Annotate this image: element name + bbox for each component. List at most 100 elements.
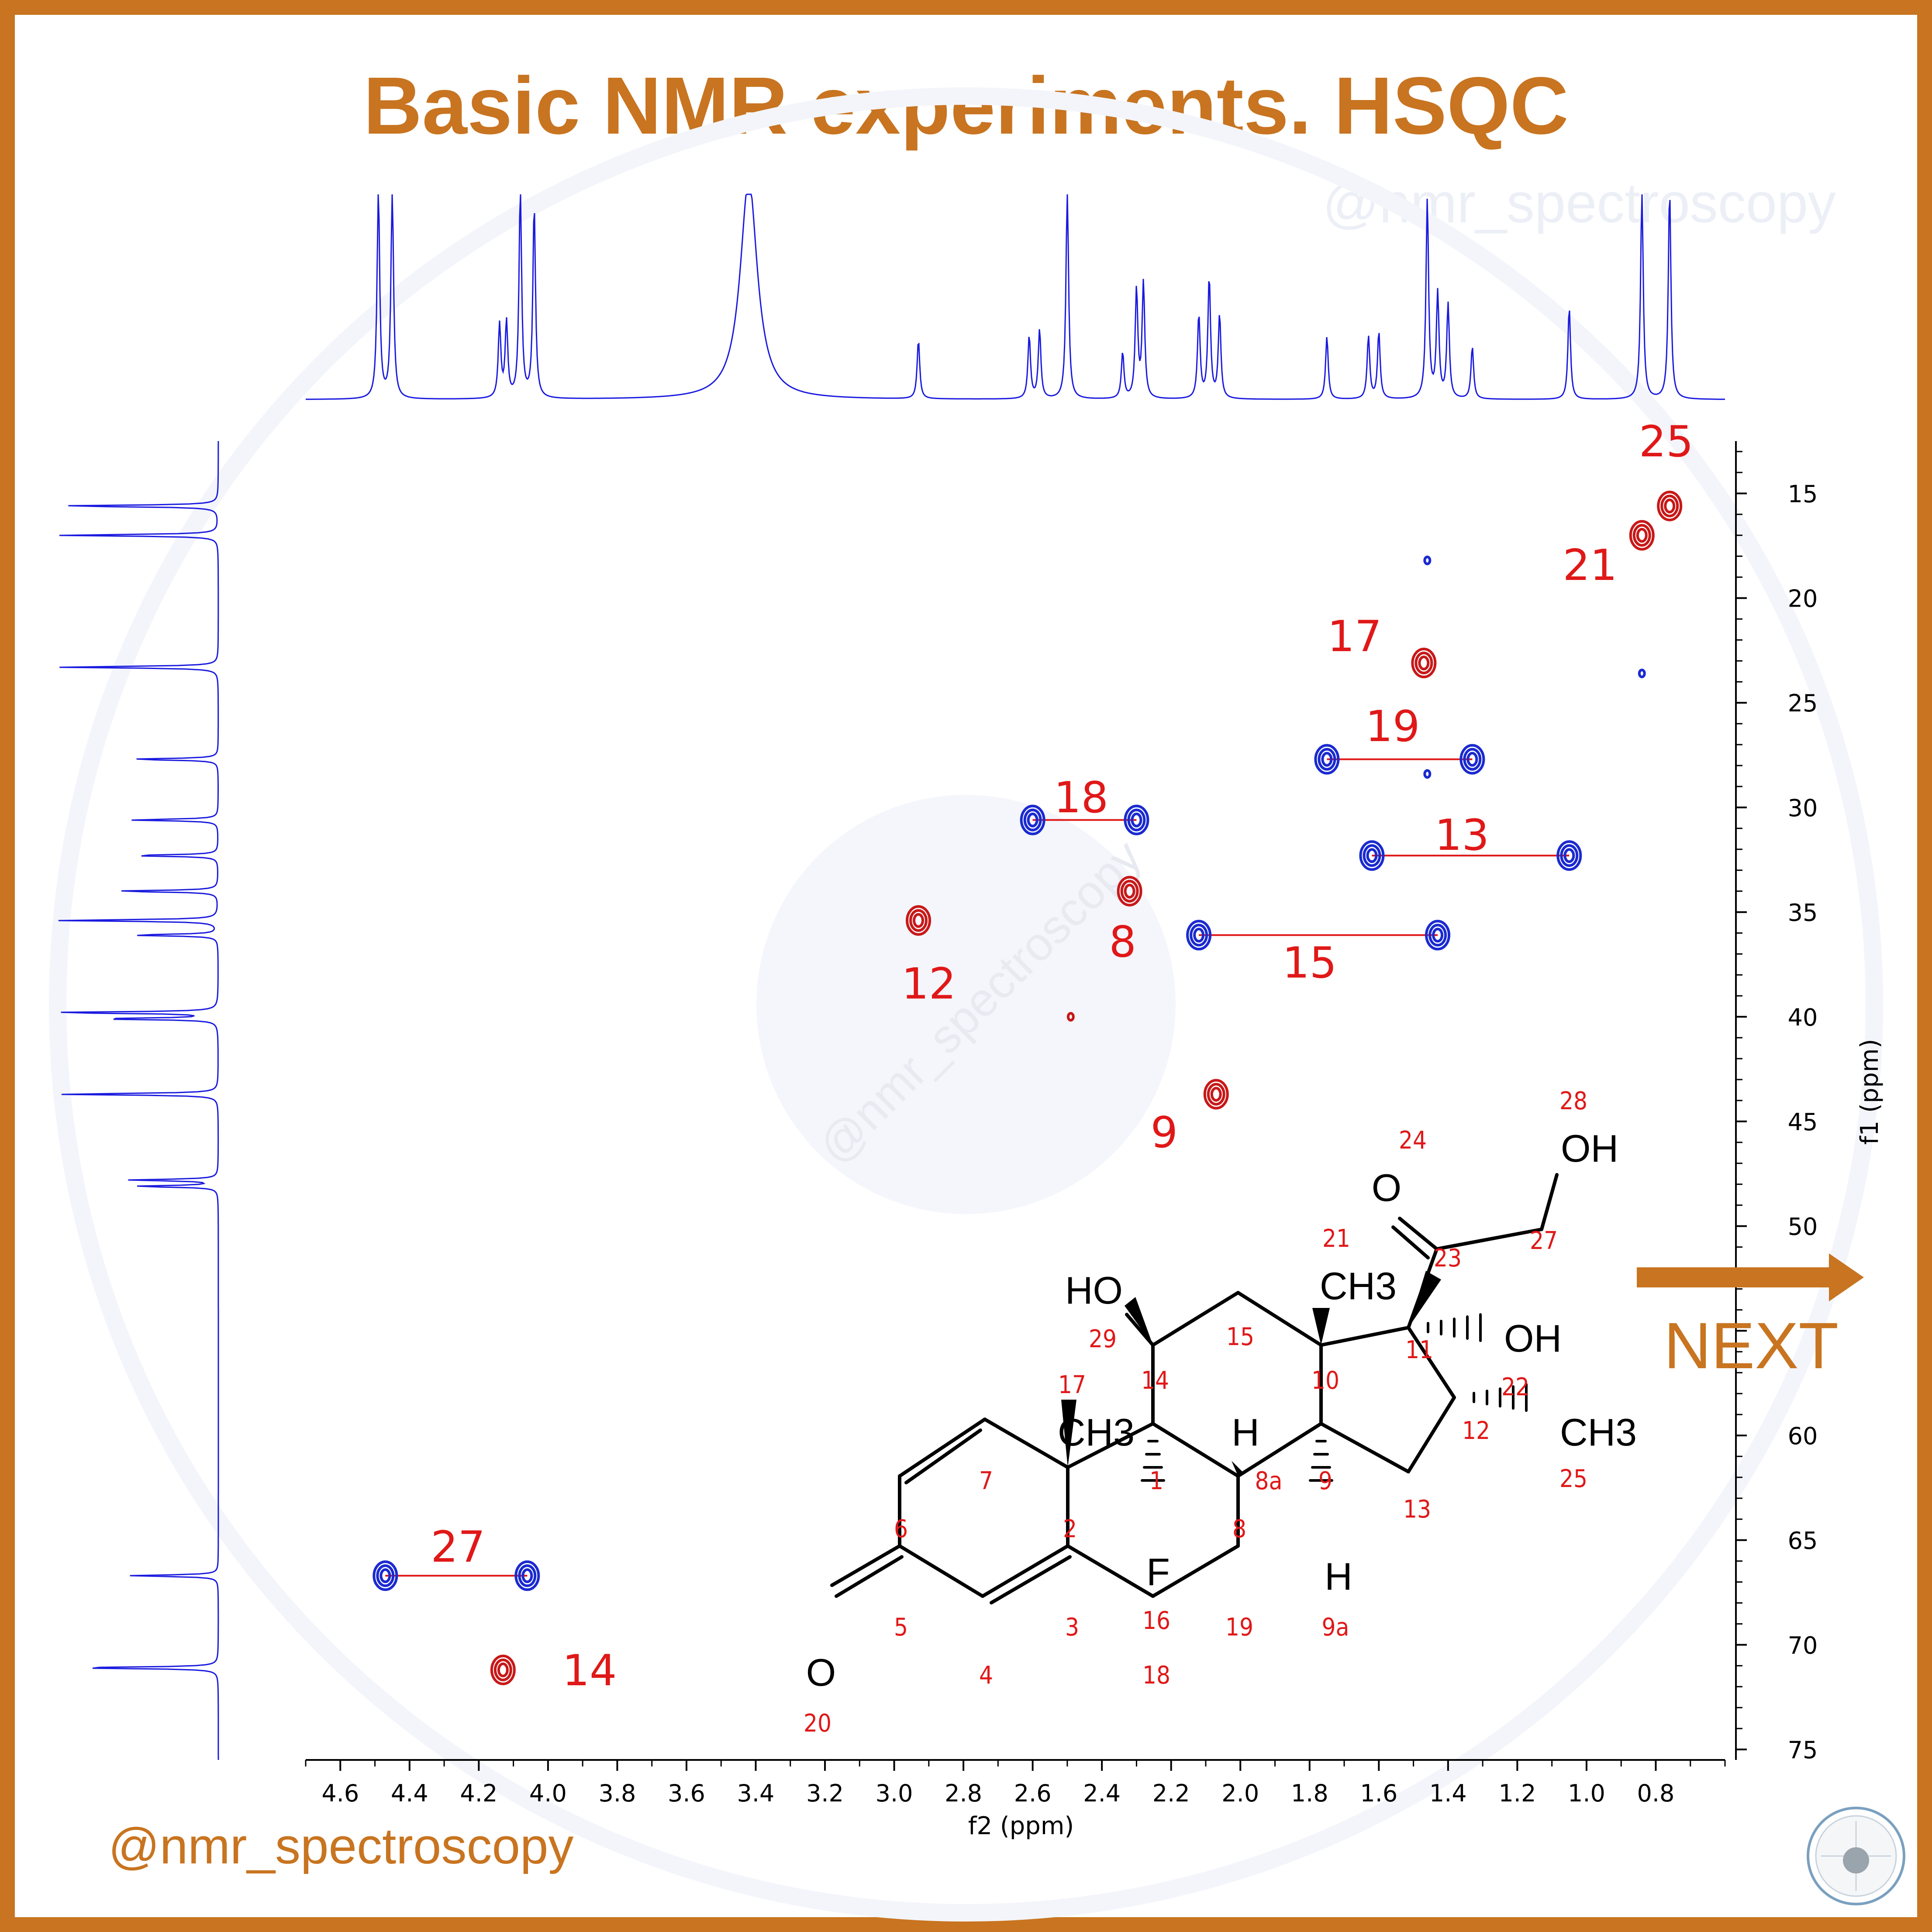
cross-peak-contour: [1314, 744, 1340, 775]
next-button-label[interactable]: NEXT: [1664, 1309, 1839, 1382]
y-ticks: 15 20 25 30 35 40 45 50 60 65 70 75: [1736, 451, 1818, 1764]
atom-label: HO: [1065, 1269, 1123, 1312]
y-tick-label: 60: [1788, 1422, 1818, 1450]
watermark-disc: [756, 795, 1176, 1214]
y-tick-label: 65: [1788, 1527, 1818, 1555]
hashed-bond-h9: [1309, 1440, 1333, 1482]
atom-number: 20: [804, 1709, 831, 1738]
cross-peak-contour: [1632, 524, 1651, 547]
cross-peak-contour: [1657, 490, 1683, 521]
cross-peak-contour: [1660, 494, 1679, 518]
wedge-bond: [1312, 1308, 1330, 1345]
cross-peak-contour: [1463, 748, 1482, 771]
cross-peak-contour: [1318, 748, 1336, 771]
cross-peak-contour: [514, 1560, 540, 1591]
y-tick-label: 70: [1788, 1632, 1818, 1659]
bond: [1435, 1228, 1543, 1251]
cross-peak-contour: [1190, 924, 1208, 947]
hashed-bond-ch3-12: [1473, 1383, 1528, 1412]
cross-peak-contour: [1207, 1083, 1225, 1106]
x-tick-label: 2.4: [1083, 1780, 1121, 1807]
bond: [898, 1418, 987, 1478]
cross-peak-contour: [1459, 744, 1485, 775]
cross-peak-contour: [1321, 752, 1333, 767]
x-tick-label: 2.6: [1014, 1780, 1052, 1807]
arrow-right-icon[interactable]: [1637, 1253, 1864, 1301]
bond: [1407, 1396, 1456, 1473]
bond: [983, 1418, 1070, 1469]
y-tick-label: 30: [1788, 794, 1818, 822]
bond: [1319, 1422, 1410, 1473]
cross-peak-contour: [1466, 752, 1478, 767]
x-tick-label: 2.0: [1221, 1780, 1259, 1807]
cross-peak-label: 13: [1435, 811, 1489, 860]
atom-number: 25: [1559, 1465, 1587, 1493]
x-tick-label: 1.6: [1360, 1780, 1397, 1807]
molecule-structure: [830, 1173, 1559, 1604]
nmr-logo-icon: [1807, 1807, 1905, 1905]
cross-peak-contour: [518, 1564, 537, 1587]
atom-number: 7: [979, 1467, 993, 1495]
bond: [1151, 1291, 1240, 1347]
cross-peak-contour: [1425, 920, 1451, 951]
cross-peak-contour: [1638, 669, 1646, 679]
y-tick-label: 50: [1788, 1213, 1818, 1241]
atom-label: F: [1146, 1550, 1170, 1594]
cross-peak-contour: [1186, 920, 1212, 951]
cross-peak-contour: [1414, 652, 1433, 675]
cross-peak-contour: [1411, 648, 1437, 679]
bond: [981, 1544, 1070, 1598]
x-tick-label: 4.6: [321, 1780, 359, 1807]
cross-peak-contour: [521, 1568, 533, 1584]
cross-peak-label: 17: [1327, 612, 1382, 662]
x-tick-label: 1.4: [1429, 1780, 1467, 1807]
bond: [1066, 1422, 1155, 1469]
cross-peak-label: 19: [1366, 702, 1420, 752]
atom-number: 27: [1530, 1227, 1558, 1255]
atom-number: 28: [1559, 1087, 1587, 1115]
cross-peak-contour: [1124, 804, 1149, 835]
bond: [1398, 1217, 1439, 1251]
bond-double: [1391, 1225, 1430, 1259]
x-tick-label: 4.0: [529, 1780, 567, 1807]
atom-number: 10: [1311, 1366, 1339, 1395]
bond: [1066, 1544, 1155, 1598]
bond: [1407, 1326, 1456, 1399]
cross-peak-contour: [1428, 924, 1447, 947]
cross-peak-contour: [376, 1564, 395, 1587]
cross-peak-contour: [1203, 1079, 1229, 1110]
atom-number: 24: [1399, 1126, 1427, 1155]
cross-peak-contour: [1023, 808, 1042, 831]
atom-label: CH3: [1560, 1411, 1637, 1454]
atom-label: OH: [1561, 1127, 1618, 1170]
cross-peak-label: 25: [1639, 417, 1694, 467]
atom-label: H: [1325, 1555, 1352, 1598]
watermark-ring: [49, 87, 1883, 1922]
bond: [1236, 1291, 1323, 1347]
cross-peak-contour: [497, 1662, 509, 1677]
bond: [1236, 1422, 1323, 1478]
x-tick-label: 2.2: [1152, 1780, 1190, 1807]
cross-peak-label: 14: [562, 1646, 617, 1696]
cross-peak-contour: [490, 1654, 516, 1685]
cross-peak-label: 21: [1563, 541, 1618, 590]
cross-peak-contour: [1020, 804, 1045, 835]
atom-number: 23: [1434, 1244, 1462, 1273]
y-tick-label: 15: [1788, 480, 1818, 508]
hashed-bond-oh11: [1427, 1313, 1482, 1342]
cross-peak-label: 27: [431, 1522, 485, 1572]
page-title: Basic NMR experiments. HSQC: [363, 61, 1569, 151]
hashed-bond-f: [1141, 1440, 1165, 1482]
x-tick-label: 3.4: [737, 1780, 775, 1807]
cross-peak-contour: [1556, 840, 1582, 871]
cross-peak-contour: [1636, 528, 1648, 543]
bond-double: [904, 1428, 982, 1484]
cross-peak-contour: [1027, 812, 1038, 828]
cross-peak-contour: [493, 1658, 512, 1681]
cross-peak-contour: [1363, 844, 1381, 867]
cross-peak-label: 8: [1109, 918, 1136, 967]
x-tick-label: 3.8: [598, 1780, 636, 1807]
atom-label: O: [1372, 1166, 1401, 1209]
